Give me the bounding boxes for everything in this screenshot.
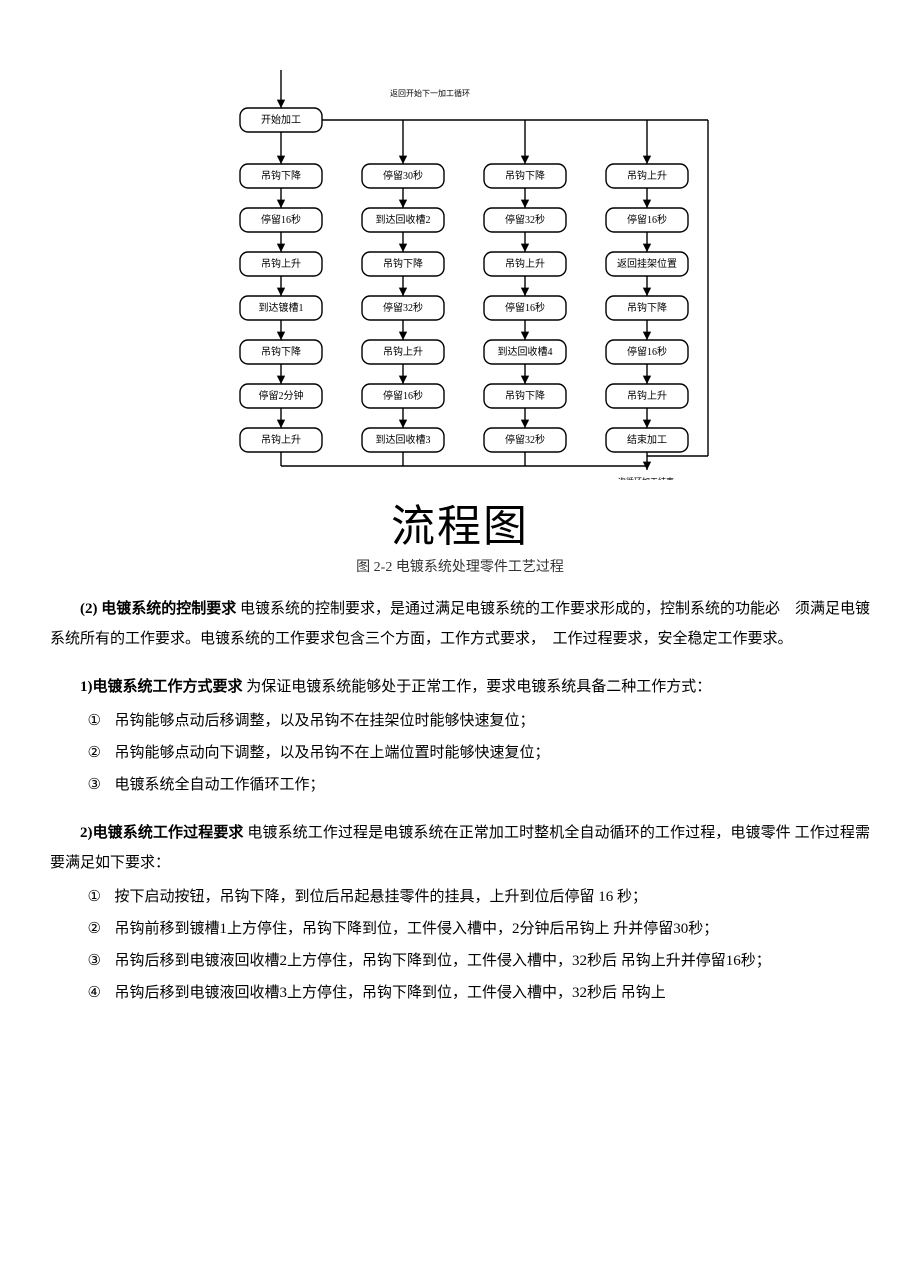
svg-text:吊钩下降: 吊钩下降 [505,169,545,182]
list-text: 吊钩后移到电镀液回收槽2上方停住，吊钩下降到位，工件侵入槽中，32秒后 吊钩上升… [115,953,771,969]
svg-text:吊钩上升: 吊钩上升 [261,258,301,270]
svg-text:停留16秒: 停留16秒 [627,213,667,226]
list-item: ③电镀系统全自动工作循环工作； [88,770,871,800]
flowchart-container: 开始加工返回开始下一加工循环吊钩下降停留16秒吊钩上升到达镀槽1吊钩下降停留2分… [50,60,870,480]
list-item: ④吊钩后移到电镀液回收槽3上方停住，吊钩下降到位，工件侵入槽中，32秒后 吊钩上 [88,978,871,1008]
list-item: ③吊钩后移到电镀液回收槽2上方停住，吊钩下降到位，工件侵入槽中，32秒后 吊钩上… [88,946,871,976]
svg-text:结束加工: 结束加工 [627,433,667,446]
svg-text:吊钩下降: 吊钩下降 [627,301,667,314]
svg-text:吊钩下降: 吊钩下降 [261,169,301,182]
list-text: 吊钩能够点动后移调整，以及吊钩不在挂架位时能够快速复位； [115,713,535,729]
sec2-bold: 2)电镀系统工作过程要求 [80,825,244,841]
svg-text:停留30秒: 停留30秒 [383,169,423,182]
svg-text:吊钩下降: 吊钩下降 [383,257,423,270]
list-marker: ④ [88,978,115,1008]
svg-text:到达镀槽1: 到达镀槽1 [259,301,304,314]
sec1-rest: 为保证电镀系统能够处于正常工作，要求电镀系统具备二种工作方式： [243,679,712,695]
list-marker: ① [88,882,115,912]
svg-text:停留32秒: 停留32秒 [383,301,423,314]
svg-text:停留32秒: 停留32秒 [505,433,545,446]
sec2-head: 2)电镀系统工作过程要求 电镀系统工作过程是电镀系统在正常加工时整机全自动循环的… [50,818,870,878]
sec1-head: 1)电镀系统工作方式要求 为保证电镀系统能够处于正常工作，要求电镀系统具备二种工… [50,672,870,702]
para-intro-bold: (2) 电镀系统的控制要求 [80,601,236,617]
svg-text:停留16秒: 停留16秒 [505,301,545,314]
svg-text:开始加工: 开始加工 [261,113,301,126]
document-body: (2) 电镀系统的控制要求 电镀系统的控制要求，是通过满足电镀系统的工作要求形成… [50,594,870,1008]
list-marker: ③ [88,770,115,800]
svg-text:停留16秒: 停留16秒 [261,213,301,226]
svg-text:吊钩下降: 吊钩下降 [261,345,301,358]
svg-text:停留2分钟: 停留2分钟 [259,389,304,402]
flowchart-caption: 图 2-2 电镀系统处理零件工艺过程 [50,556,870,576]
svg-text:停留16秒: 停留16秒 [383,389,423,402]
list-text: 电镀系统全自动工作循环工作； [115,777,325,793]
list-marker: ② [88,914,115,944]
svg-text:吊钩下降: 吊钩下降 [505,389,545,402]
svg-text:吊钩上升: 吊钩上升 [505,258,545,270]
svg-text:吊钩上升: 吊钩上升 [627,390,667,402]
list-marker: ① [88,706,115,736]
list-text: 吊钩后移到电镀液回收槽3上方停住，吊钩下降到位，工件侵入槽中，32秒后 吊钩上 [115,985,666,1001]
list-item: ①按下启动按钮，吊钩下降，到位后吊起悬挂零件的挂具，上升到位后停留 16 秒； [88,882,871,912]
list-item: ①吊钩能够点动后移调整，以及吊钩不在挂架位时能够快速复位； [88,706,871,736]
svg-text:一次循环加工结束: 一次循环加工结束 [610,476,674,480]
flowchart-svg: 开始加工返回开始下一加工循环吊钩下降停留16秒吊钩上升到达镀槽1吊钩下降停留2分… [190,60,730,480]
svg-text:停留16秒: 停留16秒 [627,345,667,358]
sec1-bold: 1)电镀系统工作方式要求 [80,679,243,695]
flowchart-big-title: 流程图 [50,490,870,554]
svg-text:到达回收槽2: 到达回收槽2 [376,213,431,226]
list-item: ②吊钩前移到镀槽1上方停住，吊钩下降到位，工件侵入槽中，2分钟后吊钩上 升并停留… [88,914,871,944]
list-text: 吊钩前移到镀槽1上方停住，吊钩下降到位，工件侵入槽中，2分钟后吊钩上 升并停留3… [115,921,719,937]
list-text: 按下启动按钮，吊钩下降，到位后吊起悬挂零件的挂具，上升到位后停留 16 秒； [115,889,648,905]
svg-text:吊钩上升: 吊钩上升 [383,346,423,358]
svg-text:返回开始下一加工循环: 返回开始下一加工循环 [390,88,470,98]
svg-text:到达回收槽4: 到达回收槽4 [498,345,553,358]
para-intro: (2) 电镀系统的控制要求 电镀系统的控制要求，是通过满足电镀系统的工作要求形成… [50,594,870,654]
list-item: ②吊钩能够点动向下调整，以及吊钩不在上端位置时能够快速复位； [88,738,871,768]
svg-text:停留32秒: 停留32秒 [505,213,545,226]
list-marker: ③ [88,946,115,976]
sec1-list: ①吊钩能够点动后移调整，以及吊钩不在挂架位时能够快速复位；②吊钩能够点动向下调整… [50,706,870,800]
svg-text:吊钩上升: 吊钩上升 [261,434,301,446]
svg-text:到达回收槽3: 到达回收槽3 [376,433,431,446]
svg-text:吊钩上升: 吊钩上升 [627,170,667,182]
sec2-list: ①按下启动按钮，吊钩下降，到位后吊起悬挂零件的挂具，上升到位后停留 16 秒；②… [50,882,870,1008]
list-text: 吊钩能够点动向下调整，以及吊钩不在上端位置时能够快速复位； [115,745,550,761]
list-marker: ② [88,738,115,768]
svg-text:返回挂架位置: 返回挂架位置 [617,257,677,270]
